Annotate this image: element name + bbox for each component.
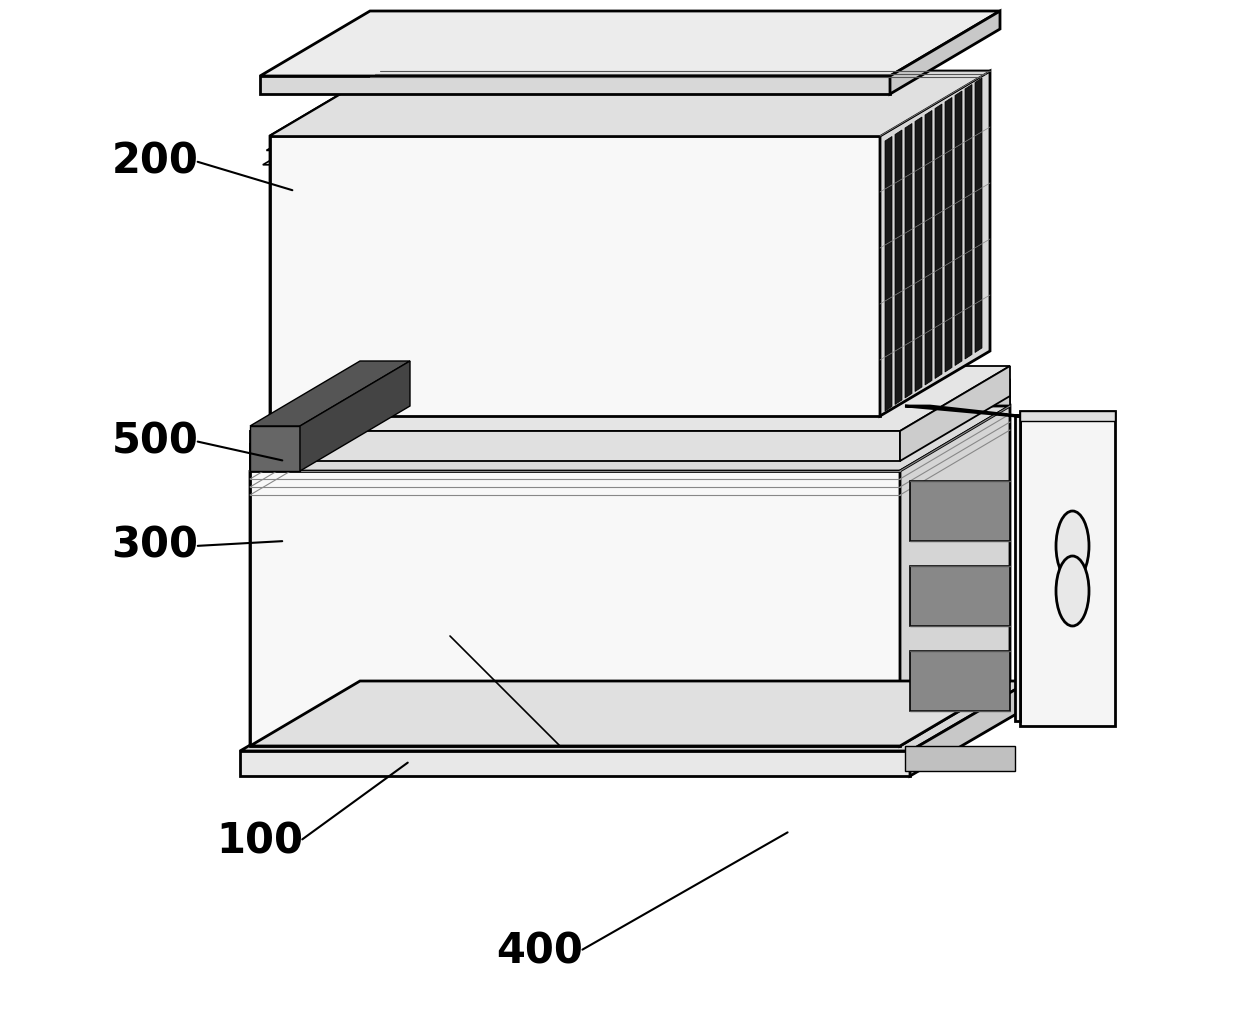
Ellipse shape <box>1056 511 1089 581</box>
Polygon shape <box>1020 411 1115 421</box>
Polygon shape <box>900 379 1010 474</box>
Polygon shape <box>965 84 973 359</box>
Polygon shape <box>250 361 410 426</box>
Polygon shape <box>260 76 890 94</box>
Polygon shape <box>904 124 912 398</box>
Polygon shape <box>900 366 1010 461</box>
Polygon shape <box>250 426 300 471</box>
Polygon shape <box>885 136 892 411</box>
Polygon shape <box>250 392 1010 457</box>
Polygon shape <box>270 71 380 416</box>
Polygon shape <box>250 379 1010 444</box>
Polygon shape <box>263 100 983 165</box>
Polygon shape <box>914 117 922 391</box>
Polygon shape <box>250 471 900 746</box>
Polygon shape <box>909 566 1010 626</box>
Polygon shape <box>926 111 932 385</box>
Polygon shape <box>250 431 900 461</box>
Text: 100: 100 <box>217 820 304 862</box>
Polygon shape <box>955 91 961 366</box>
Polygon shape <box>909 481 1010 541</box>
Polygon shape <box>890 11 1000 94</box>
Polygon shape <box>240 681 1030 751</box>
Polygon shape <box>880 71 990 416</box>
Polygon shape <box>909 651 1010 711</box>
Polygon shape <box>266 85 986 150</box>
Polygon shape <box>270 71 990 136</box>
Polygon shape <box>300 361 410 471</box>
Polygon shape <box>250 681 1010 746</box>
Polygon shape <box>1020 411 1115 726</box>
Polygon shape <box>250 457 900 487</box>
Polygon shape <box>909 681 1030 776</box>
Polygon shape <box>935 104 942 379</box>
Polygon shape <box>904 746 1015 771</box>
Text: 500: 500 <box>112 420 198 462</box>
Polygon shape <box>975 78 983 353</box>
Polygon shape <box>1015 416 1020 721</box>
Polygon shape <box>895 130 902 404</box>
Polygon shape <box>250 406 361 746</box>
Text: 300: 300 <box>112 525 198 567</box>
Polygon shape <box>260 11 1000 76</box>
Text: 200: 200 <box>112 140 198 182</box>
Polygon shape <box>270 136 880 416</box>
Polygon shape <box>270 71 990 136</box>
Polygon shape <box>240 751 909 776</box>
Polygon shape <box>250 444 900 474</box>
Ellipse shape <box>1056 556 1089 626</box>
Polygon shape <box>900 392 1010 487</box>
Polygon shape <box>250 366 1010 431</box>
Polygon shape <box>945 98 952 372</box>
Polygon shape <box>900 406 1010 746</box>
Text: 400: 400 <box>497 930 584 972</box>
Polygon shape <box>250 406 1010 471</box>
Polygon shape <box>904 406 1020 416</box>
